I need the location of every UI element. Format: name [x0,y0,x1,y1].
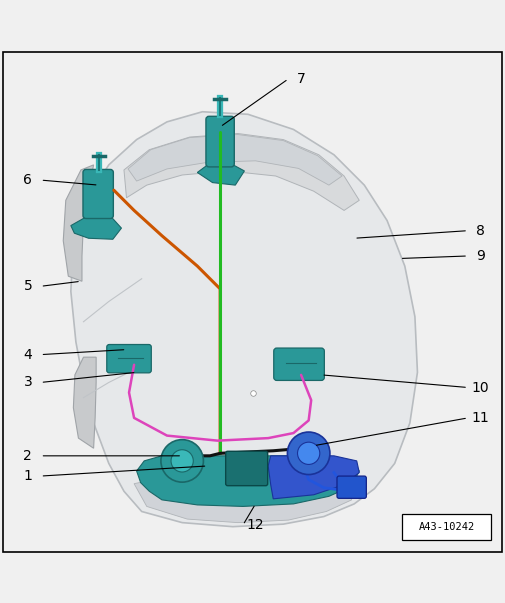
Circle shape [297,442,319,464]
FancyBboxPatch shape [273,348,324,380]
Text: 8: 8 [475,224,484,238]
Text: 11: 11 [471,411,489,425]
FancyBboxPatch shape [83,169,113,218]
Polygon shape [134,479,351,523]
Polygon shape [197,164,244,185]
Polygon shape [71,217,121,239]
Text: A43-10242: A43-10242 [418,522,474,532]
Circle shape [171,450,193,472]
Polygon shape [136,456,359,507]
Polygon shape [71,112,417,526]
Text: 7: 7 [296,72,305,86]
Circle shape [287,432,329,475]
FancyBboxPatch shape [336,476,366,498]
Text: 12: 12 [246,518,264,532]
Polygon shape [128,134,341,185]
Text: 9: 9 [475,249,484,263]
Polygon shape [268,456,359,499]
FancyBboxPatch shape [206,116,234,167]
Polygon shape [63,165,93,281]
Text: 2: 2 [23,449,32,463]
Text: 3: 3 [23,376,32,390]
FancyBboxPatch shape [401,514,490,540]
Polygon shape [73,357,96,448]
Circle shape [161,440,203,482]
Text: 10: 10 [471,380,488,394]
Text: 5: 5 [23,279,32,293]
FancyBboxPatch shape [107,344,151,373]
Text: 4: 4 [23,348,32,362]
FancyBboxPatch shape [225,451,267,485]
Text: 1: 1 [23,469,32,483]
Polygon shape [124,133,359,210]
Text: 6: 6 [23,173,32,187]
